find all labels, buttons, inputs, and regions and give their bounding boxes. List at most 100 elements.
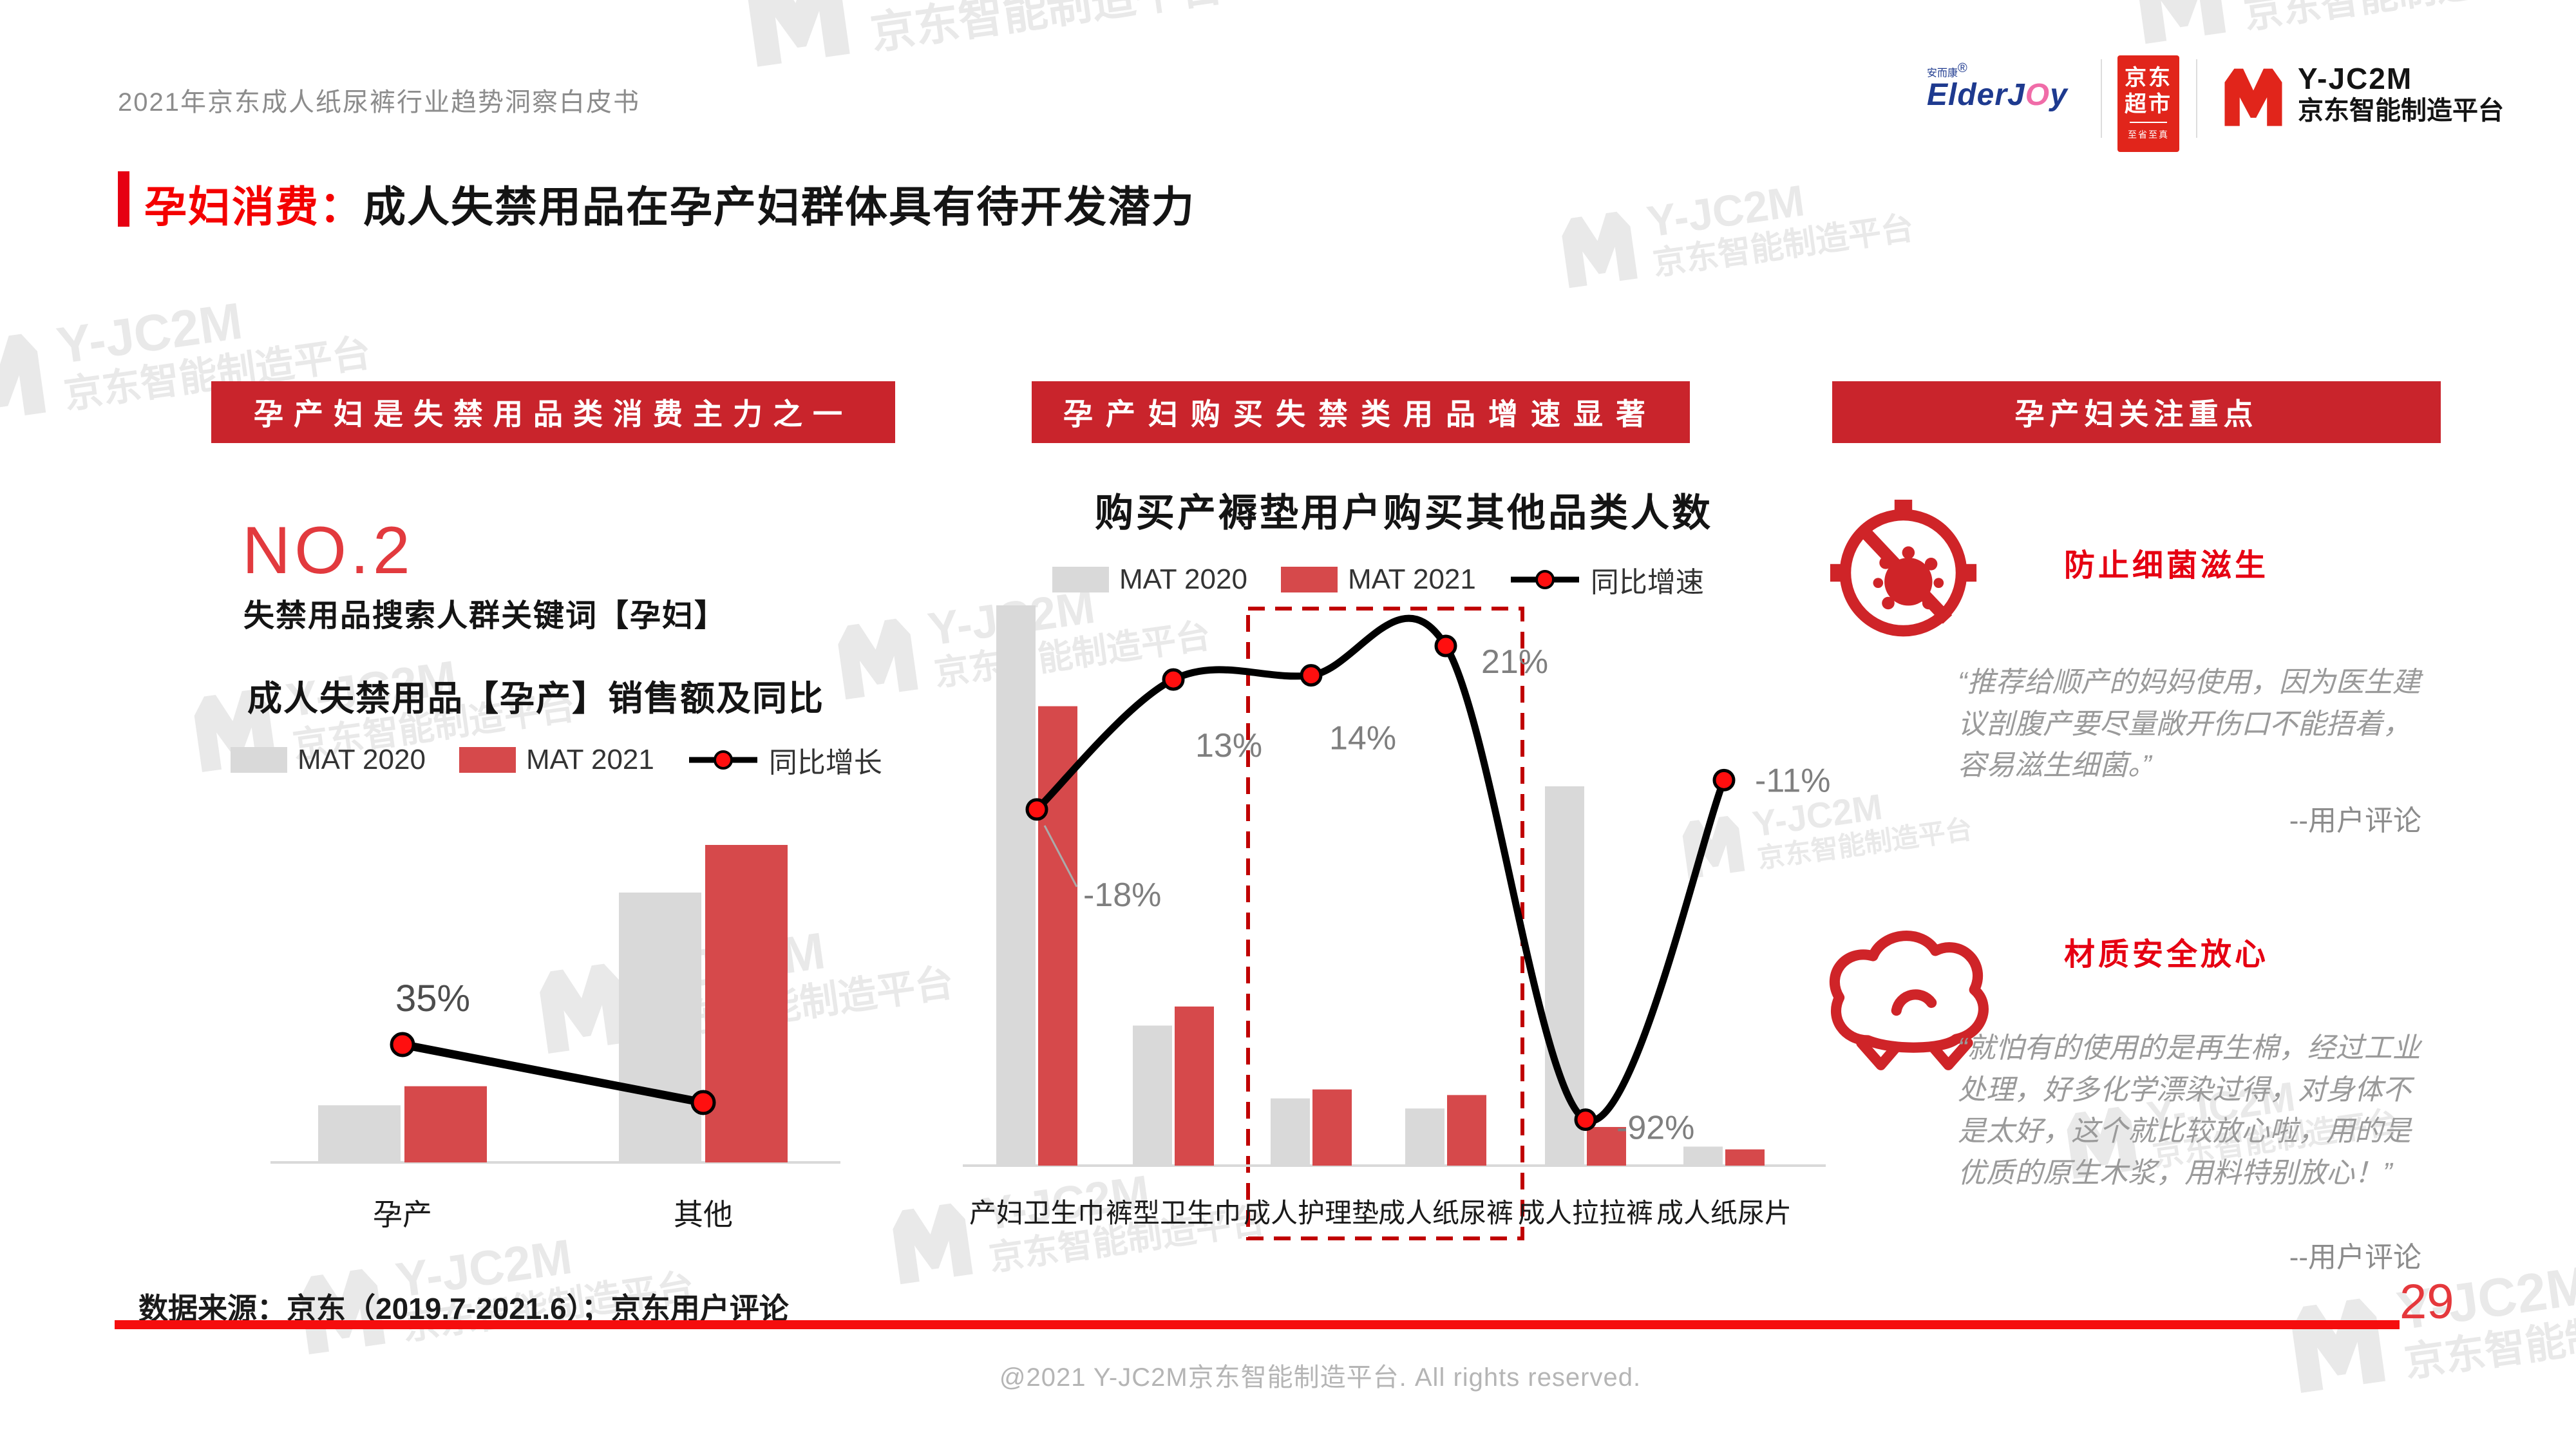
growth-line <box>398 1040 708 1107</box>
footer-rule <box>115 1320 2400 1329</box>
banner-middle: 孕产妇购买失禁类用品增速显著 <box>1032 381 1690 443</box>
point2-title: 材质安全放心 <box>2064 938 2269 972</box>
elderjoy-cn: 安而康 <box>1927 68 1958 79</box>
bar-MAT2020-产妇卫生巾 <box>996 605 1036 1166</box>
chart-cross-category-buyers: -18% 13% 14% 21% -92% -11% <box>963 605 1831 1240</box>
line-value-label: 21% <box>1481 643 1548 681</box>
watermark-text: Y-JC2M <box>858 0 1220 10</box>
title-accent-bar <box>118 171 129 227</box>
line-dot <box>1300 664 1323 687</box>
bar-MAT2021-成人护理垫 <box>1312 1089 1352 1166</box>
line-dot <box>1712 768 1736 791</box>
x-axis-label: 成人纸尿片 <box>1656 1198 1792 1228</box>
legend-swatch <box>1052 567 1109 592</box>
rank-caption: 失禁用品搜索人群关键词【孕妇】 <box>243 599 727 633</box>
line-value-label: 35% <box>395 978 470 1019</box>
watermark-m-logo-icon <box>838 618 918 700</box>
legend-swatch <box>459 747 516 773</box>
elderjoy-logo: 安而康® ElderJOy <box>1927 61 2068 113</box>
line-dot <box>1025 798 1048 821</box>
line-dot <box>1574 1108 1597 1132</box>
x-axis-label: 成人护理垫 <box>1243 1198 1379 1228</box>
bar-MAT2021-成人纸尿片 <box>1725 1149 1765 1166</box>
data-source-note: 数据来源：京东（2019.7-2021.6）；京东用户评论 <box>138 1292 789 1325</box>
page-title-rest: 成人失禁用品在孕产妇群体具有待开发潜力 <box>363 183 1195 231</box>
page-number: 29 <box>2400 1274 2454 1329</box>
bar-MAT2021-孕产 <box>404 1086 487 1162</box>
line-value-label: -18% <box>1083 876 1161 914</box>
watermark-subtext: 京东智能制造平台 <box>867 0 1227 59</box>
bar-MAT2021-裤型卫生巾 <box>1175 1006 1214 1166</box>
logo-divider <box>2101 59 2102 138</box>
line-value-label: 13% <box>1195 727 1262 764</box>
legend-line-icon <box>688 750 757 770</box>
x-axis-label: 其他 <box>674 1198 733 1231</box>
middle-chart-title: 购买产褥垫用户购买其他品类人数 <box>1095 491 1713 535</box>
legend-label: 同比增速 <box>1590 567 1704 598</box>
heart-o-icon: O <box>2025 78 2050 113</box>
legend-label: MAT 2021 <box>1347 564 1476 595</box>
point1-title: 防止细菌滋生 <box>2064 549 2269 583</box>
bar-MAT2020-成人拉拉裤 <box>1545 786 1584 1166</box>
point1-attribution: --用户评论 <box>2289 805 2421 837</box>
point2-attribution: --用户评论 <box>2289 1242 2421 1273</box>
legend-swatch <box>1280 567 1338 592</box>
line-dot <box>390 1032 415 1057</box>
rank-number: NO.2 <box>242 513 414 588</box>
yjc2m-logo-text: Y-JC2M 京东智能制造平台 <box>2298 62 2504 125</box>
point1-quote: “推荐给顺产的妈妈使用，因为医生建议剖腹产要尽量敞开伤口不能捂着，容易滋生细菌。… <box>1958 667 2421 782</box>
bar-MAT2021-成人拉拉裤 <box>1587 1126 1626 1166</box>
copyright: @2021 Y-JC2M京东智能制造平台. All rights reserve… <box>999 1363 1642 1392</box>
legend-label: 同比增长 <box>768 747 882 779</box>
legend-item: 同比增长 <box>688 739 882 781</box>
bar-MAT2020-孕产 <box>318 1105 401 1162</box>
label-connector <box>1043 825 1078 887</box>
x-axis-label: 产妇卫生巾 <box>969 1198 1104 1228</box>
x-axis-label: 孕产 <box>373 1198 432 1231</box>
x-axis-label: 成人纸尿裤 <box>1378 1198 1513 1228</box>
watermark-m-logo-icon <box>2292 1298 2386 1393</box>
logo-divider <box>2196 59 2197 138</box>
watermark-m-logo-icon <box>2137 0 2226 44</box>
watermark-m-logo-icon <box>0 334 46 424</box>
watermark: Y-JC2M京东智能制造平台 <box>2125 0 2553 53</box>
bar-MAT2020-其他 <box>619 892 701 1162</box>
chart-maternity-sales: 35% <box>270 845 840 1164</box>
point2-quote: “就怕有的使用的是再生棉，经过工业处理，好多化学漂染过得，对身体不是太好，这个就… <box>1958 1032 2421 1189</box>
line-value-label: -11% <box>1755 762 1831 799</box>
bar-MAT2021-成人纸尿裤 <box>1447 1095 1486 1166</box>
line-dot <box>690 1090 716 1115</box>
legend-item: MAT 2020 <box>1052 564 1247 596</box>
legend-item: MAT 2021 <box>459 744 654 776</box>
bar-MAT2020-成人纸尿裤 <box>1405 1108 1444 1166</box>
x-axis-label: 裤型卫生巾 <box>1105 1198 1241 1228</box>
registered-mark-icon: ® <box>1958 61 1967 75</box>
legend-line-icon <box>1510 570 1579 589</box>
watermark-m-logo-icon <box>1562 211 1638 289</box>
line-value-label: -92% <box>1616 1110 1694 1147</box>
watermark-text: Y-JC2M <box>1643 176 1808 247</box>
report-subtitle: 2021年京东成人纸尿裤行业趋势洞察白皮书 <box>118 88 640 117</box>
cotton-icon <box>1829 931 1989 1070</box>
legend-label: MAT 2020 <box>298 744 426 775</box>
watermark-subtext: 京东智能制造平台 <box>2241 0 2553 37</box>
no-bacteria-icon <box>1830 499 1977 637</box>
yjc2m-m-logo-icon <box>2224 68 2282 126</box>
line-value-label: 14% <box>1329 720 1396 757</box>
watermark-m-logo-icon <box>747 0 850 67</box>
page-title-topic: 孕妇消费： <box>144 183 363 231</box>
jd-logo-divider <box>2130 122 2167 124</box>
left-chart-title: 成人失禁用品【孕产】销售额及同比 <box>247 679 824 718</box>
legend: MAT 2020 MAT 2021 同比增速 <box>1052 559 1704 600</box>
banner-left: 孕产妇是失禁用品类消费主力之一 <box>211 381 895 443</box>
line-dot <box>1434 634 1457 658</box>
bar-MAT2020-成人纸尿片 <box>1683 1146 1723 1166</box>
legend-label: MAT 2021 <box>526 744 654 775</box>
legend-item: 同比增速 <box>1510 559 1704 600</box>
bar-MAT2020-裤型卫生巾 <box>1133 1025 1172 1166</box>
highlight-box <box>1246 607 1524 1240</box>
bar-MAT2020-成人护理垫 <box>1271 1098 1310 1166</box>
watermark-text: Y-JC2M <box>53 292 246 375</box>
